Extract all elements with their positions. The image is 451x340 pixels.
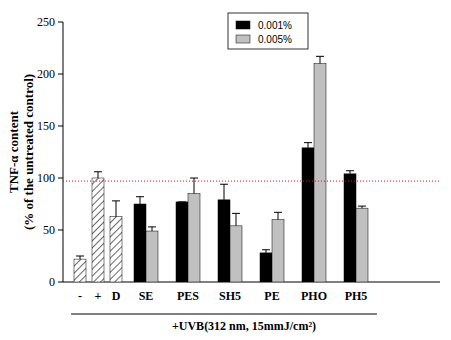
y-tick [58, 74, 63, 75]
chart: 0 50 100 150 200 250 TNF-α content(% of the un… [0, 0, 451, 340]
y-tick-label: 100 [37, 171, 55, 185]
bar [302, 148, 314, 282]
legend-swatch [236, 35, 250, 43]
error-bar [190, 178, 198, 194]
error-bar [262, 250, 270, 253]
error-bar [112, 201, 120, 217]
x-label: +UVB(312 nm, 15mmJ/cm²) [172, 319, 316, 333]
bar [314, 64, 326, 282]
bar [260, 253, 272, 282]
y-tick [58, 126, 63, 127]
bar [92, 178, 104, 282]
error-bar [346, 171, 354, 174]
y-axis [63, 22, 64, 282]
x-tick-label: SE [139, 289, 154, 303]
y-label-line: TNF-α content [6, 110, 21, 193]
error-bar [76, 256, 84, 259]
legend-label: 0.001% [258, 20, 292, 31]
error-bar [136, 197, 144, 204]
y-label: TNF-α content(% of the untreated control… [6, 74, 36, 230]
legend [228, 13, 308, 49]
error-bar [220, 184, 228, 200]
x-tick-label: SH5 [219, 289, 241, 303]
bar [344, 174, 356, 282]
error-bar [358, 206, 366, 208]
error-bar [232, 213, 240, 225]
y-tick-label: 200 [37, 67, 55, 81]
bars [74, 64, 368, 282]
legend-label: 0.005% [258, 34, 292, 45]
error-bar [94, 172, 102, 178]
bar [230, 226, 242, 282]
bar [110, 216, 122, 282]
x-label-bracket [71, 314, 377, 315]
y-tick [58, 282, 63, 283]
bar [134, 204, 146, 282]
y-tick [58, 230, 63, 231]
y-tick [58, 178, 63, 179]
x-tick-label: PH5 [345, 289, 368, 303]
bar [146, 231, 158, 282]
error-bar [316, 56, 324, 63]
error-bars [76, 56, 366, 259]
error-bar [148, 227, 156, 231]
y-tick [58, 22, 63, 23]
bar [176, 202, 188, 282]
x-tick-label: PE [264, 289, 279, 303]
y-label-line: (% of the untreated control) [21, 74, 36, 230]
x-tick-label: + [95, 289, 102, 303]
x-tick-label: PHO [301, 289, 327, 303]
bar [272, 220, 284, 282]
y-tick-label: 0 [49, 275, 55, 289]
y-tick-label: 250 [37, 15, 55, 29]
bar [218, 200, 230, 282]
x-tick-label: D [112, 289, 121, 303]
error-bar [178, 201, 186, 202]
bar [188, 194, 200, 282]
error-bar [274, 212, 282, 219]
legend-swatch [236, 21, 250, 29]
x-tick-label: - [78, 289, 82, 303]
error-bar [304, 143, 312, 148]
y-tick-label: 150 [37, 119, 55, 133]
y-tick-label: 50 [43, 223, 55, 237]
bar [74, 259, 86, 282]
bar [356, 208, 368, 282]
x-tick-label: PES [177, 289, 199, 303]
reference-line [63, 181, 440, 182]
